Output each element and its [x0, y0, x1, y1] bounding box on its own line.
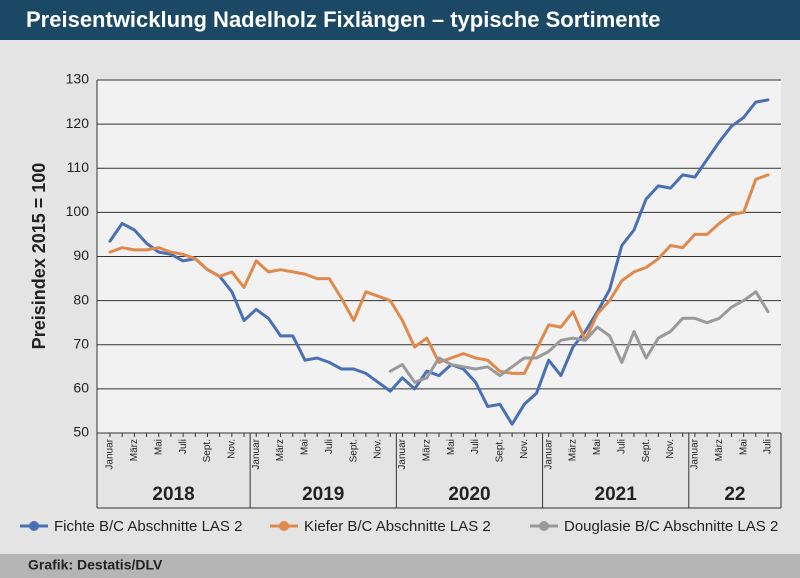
legend-label: Kiefer B/C Abschnitte LAS 2 [304, 518, 491, 535]
x-tick-label: März [275, 439, 286, 461]
legend-label: Fichte B/C Abschnitte LAS 2 [54, 518, 242, 535]
x-tick-label: Mai [300, 439, 311, 455]
x-tick-label: Juli [324, 439, 335, 454]
x-tick-label: März [129, 439, 140, 461]
y-tick-label: 100 [66, 203, 90, 219]
y-tick-label: 70 [73, 335, 89, 351]
series-line [108, 173, 770, 375]
x-tick-label: Januar [543, 438, 554, 469]
year-label: 2018 [152, 484, 194, 505]
y-tick-label: 130 [66, 71, 90, 87]
x-tick-label: Nov. [226, 439, 237, 459]
series-line [388, 290, 770, 384]
x-tick-label: Sept. [495, 439, 506, 462]
x-tick-label: Sept. [348, 439, 359, 462]
y-tick-label: 50 [73, 424, 89, 440]
x-tick-label: Mai [738, 439, 749, 455]
x-tick-label: Nov. [519, 439, 530, 459]
source: Grafik: Destatis/DLV [28, 557, 163, 573]
legend-swatch-dot [279, 521, 289, 531]
footer-band [0, 554, 800, 578]
x-tick-label: Januar [690, 438, 701, 469]
y-tick-label: 120 [66, 115, 90, 131]
x-tick-label: Mai [153, 439, 164, 455]
x-tick-label: März [714, 439, 725, 461]
y-tick-label: 110 [67, 159, 90, 175]
x-tick-label: Januar [251, 438, 262, 469]
y-tick-label: 60 [73, 380, 89, 396]
year-label: 22 [724, 484, 745, 505]
header-band [0, 0, 800, 40]
year-label: 2021 [595, 484, 638, 505]
x-tick-label: Nov. [665, 439, 676, 459]
x-tick-label: Juli [616, 439, 627, 454]
x-tick-label: Januar [105, 438, 116, 469]
x-tick-label: Mai [592, 439, 603, 455]
x-tick-label: Sept. [202, 439, 213, 462]
legend-swatch-dot [539, 521, 549, 531]
x-tick-label: März [421, 439, 432, 461]
year-label: 2019 [302, 484, 344, 505]
chart-title: Preisentwicklung Nadelholz Fixlängen – t… [26, 7, 661, 32]
x-tick-label: März [568, 439, 579, 461]
year-label: 2020 [448, 484, 490, 505]
y-tick-label: 90 [73, 247, 89, 263]
x-tick-label: Juli [178, 439, 189, 454]
x-tick-label: Sept. [641, 439, 652, 462]
x-tick-label: Juli [763, 439, 774, 454]
y-tick-label: 80 [73, 291, 89, 307]
y-axis-label: Preisindex 2015 = 100 [29, 163, 49, 350]
x-tick-label: Juli [470, 439, 481, 454]
x-tick-label: Mai [446, 439, 457, 455]
x-tick-label: Januar [397, 438, 408, 469]
legend-swatch-dot [29, 521, 39, 531]
x-tick-label: Nov. [373, 439, 384, 459]
legend-label: Douglasie B/C Abschnitte LAS 2 [564, 518, 778, 535]
